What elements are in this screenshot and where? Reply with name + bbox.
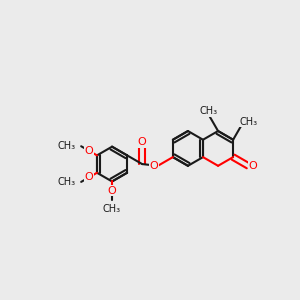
Text: O: O <box>85 146 94 156</box>
Text: O: O <box>150 161 158 171</box>
Text: CH₃: CH₃ <box>57 177 76 187</box>
Text: O: O <box>249 161 258 171</box>
Text: CH₃: CH₃ <box>200 106 217 116</box>
Text: O: O <box>108 185 116 196</box>
Text: CH₃: CH₃ <box>57 141 76 151</box>
Text: O: O <box>138 136 146 147</box>
Text: CH₃: CH₃ <box>103 204 121 214</box>
Text: CH₃: CH₃ <box>240 116 258 127</box>
Text: O: O <box>85 172 94 182</box>
